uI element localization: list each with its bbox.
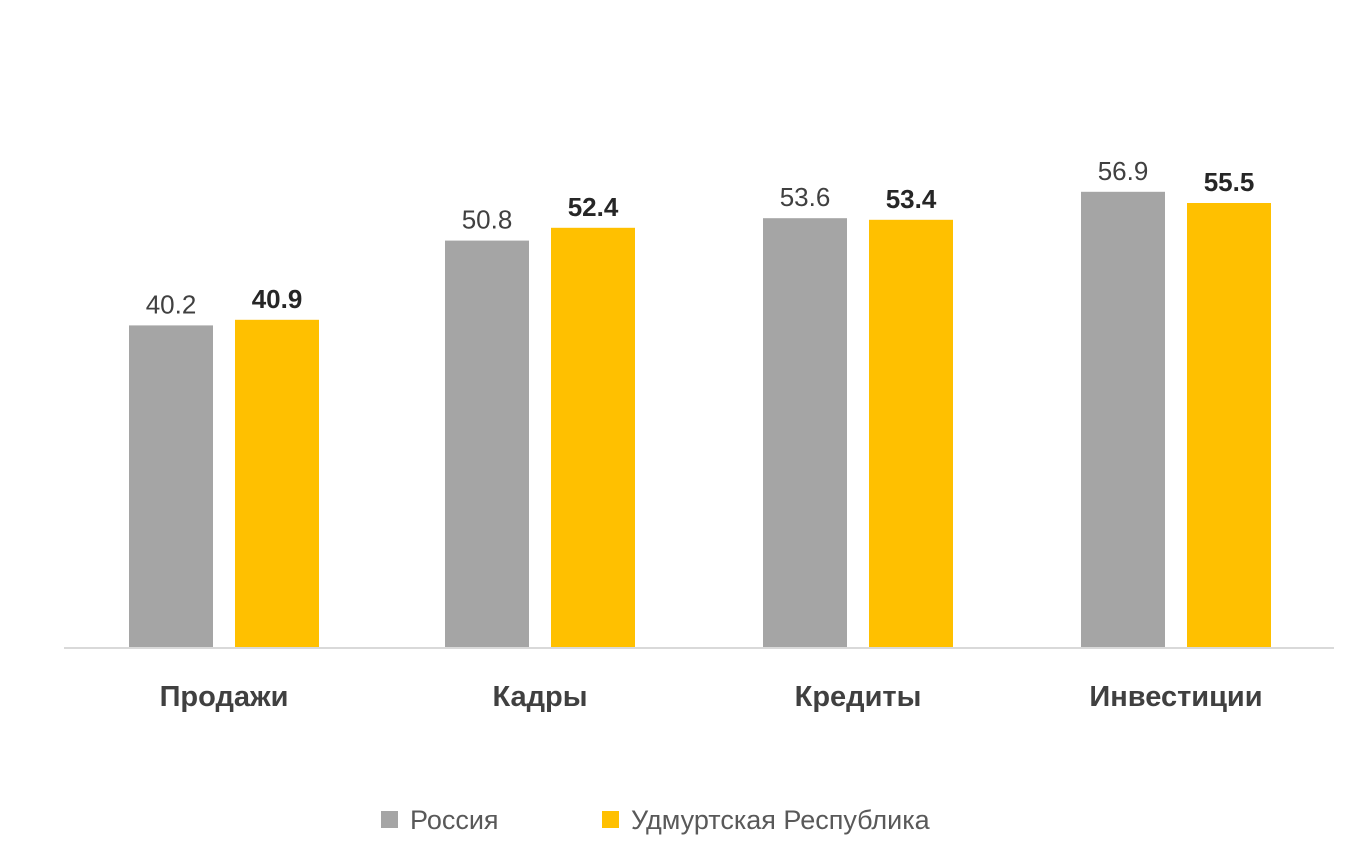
legend-label-russia: Россия <box>410 805 499 835</box>
legend-label-udmurtia: Удмуртская Республика <box>631 805 931 835</box>
bar-russia-kredity <box>763 218 847 647</box>
bar-udmurtia-prodazhi <box>235 319 319 647</box>
bar-russia-investicii <box>1081 191 1165 648</box>
bar-udmurtia-investicii <box>1187 203 1271 647</box>
value-label-russia-prodazhi: 40.2 <box>146 289 197 319</box>
category-label-kredity: Кредиты <box>795 681 922 713</box>
category-label-investicii: Инвестиции <box>1089 681 1262 713</box>
value-label-russia-investicii: 56.9 <box>1098 156 1149 186</box>
bar-udmurtia-kadry <box>551 227 635 648</box>
category-labels-group: Продажи Кадры Кредиты Инвестиции <box>160 681 1263 713</box>
bar-russia-kadry <box>445 240 529 647</box>
bars-group <box>129 191 1271 648</box>
legend-swatch-russia <box>381 811 398 828</box>
value-label-russia-kadry: 50.8 <box>462 205 513 235</box>
legend-swatch-udmurtia <box>602 811 619 828</box>
value-label-udmurtia-kadry: 52.4 <box>568 192 619 222</box>
category-label-prodazhi: Продажи <box>160 681 289 713</box>
value-label-udmurtia-prodazhi: 40.9 <box>252 284 303 314</box>
bar-udmurtia-kredity <box>869 219 953 648</box>
value-labels-group: 40.2 40.9 50.8 52.4 53.6 53.4 56.9 55.5 <box>146 156 1255 320</box>
value-label-russia-kredity: 53.6 <box>780 182 831 212</box>
value-label-udmurtia-kredity: 53.4 <box>886 184 937 214</box>
legend: Россия Удмуртская Республика <box>381 805 931 835</box>
category-label-kadry: Кадры <box>492 681 587 713</box>
bar-russia-prodazhi <box>129 325 213 647</box>
value-label-udmurtia-investicii: 55.5 <box>1204 167 1255 197</box>
